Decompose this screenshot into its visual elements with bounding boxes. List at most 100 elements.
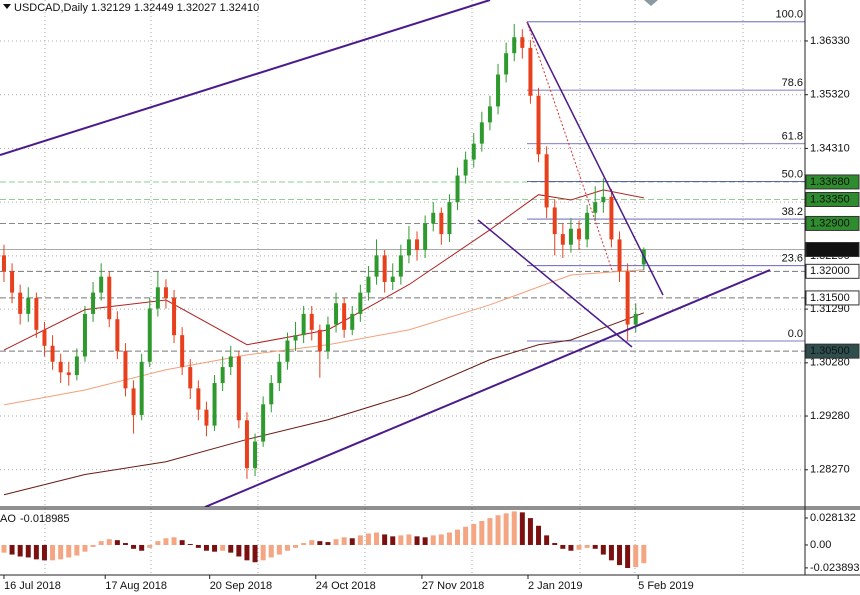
candle-body: [479, 122, 484, 144]
y-tick-label: 1.30280: [810, 357, 850, 369]
price-label-box: [805, 174, 860, 190]
candle-body: [536, 95, 541, 155]
ao-bar: [422, 537, 428, 545]
ao-bar: [284, 544, 290, 551]
candle-body: [115, 319, 120, 352]
ao-bar: [455, 529, 461, 545]
ao-bar: [98, 541, 104, 545]
ao-bar: [503, 513, 509, 545]
price-label: 1.33680: [810, 176, 850, 188]
ao-bar: [309, 540, 315, 545]
candle-body: [180, 335, 185, 368]
candle-body: [439, 212, 444, 235]
x-tick-label: 17 Aug 2018: [105, 580, 167, 592]
candle-body: [74, 356, 79, 376]
candle-body: [601, 196, 606, 203]
chart-title: USDCAD,Daily 1.32129 1.32449 1.32027 1.3…: [14, 2, 259, 14]
candle-body: [34, 297, 39, 330]
candle-body: [188, 367, 193, 389]
ao-bar: [244, 544, 250, 561]
ao-bar: [487, 518, 493, 545]
candle-body: [617, 239, 622, 272]
ao-panel: [1, 511, 647, 568]
ao-bar: [179, 540, 185, 545]
price-label: 1.32900: [810, 217, 850, 229]
candle-body: [309, 313, 314, 330]
ao-bar: [576, 544, 582, 550]
candle-body: [366, 276, 371, 293]
candle-body: [496, 74, 501, 107]
candle-body: [58, 361, 63, 373]
ao-bar: [17, 544, 23, 557]
candle-body: [552, 207, 557, 235]
candle-body: [463, 159, 468, 176]
candle-body: [91, 292, 96, 314]
ao-bar: [122, 543, 128, 545]
candle-body: [504, 53, 509, 75]
candle-body: [220, 367, 225, 384]
fib-label: 23.6: [782, 253, 803, 265]
candle-body: [139, 361, 144, 415]
candle-body: [66, 372, 71, 376]
candle-body: [528, 47, 533, 96]
candle-body: [358, 292, 363, 314]
price-label-box: [805, 192, 860, 208]
ao-bar: [114, 540, 120, 545]
candle-body: [520, 37, 525, 48]
candle-body: [487, 106, 492, 123]
ao-bar: [463, 526, 469, 545]
fib-label: 38.2: [782, 206, 803, 218]
ao-bar: [592, 544, 598, 549]
ao-bar: [58, 544, 64, 560]
ao-bar: [446, 532, 452, 545]
candle-body: [277, 361, 282, 384]
price-label-box: [805, 290, 860, 306]
ao-bar: [66, 544, 72, 558]
price-label: 1.32000: [810, 265, 850, 277]
ao-bar: [187, 544, 193, 545]
price-label-box: [805, 263, 860, 279]
ao-bar: [430, 535, 436, 545]
candle-body: [625, 271, 630, 325]
candle-body: [155, 287, 160, 309]
candle-body: [244, 420, 249, 469]
ao-bar: [625, 544, 631, 568]
fib-label: 78.6: [782, 77, 803, 89]
price-label: 1.33350: [810, 193, 850, 205]
y-tick-label: 1.31290: [810, 303, 850, 315]
candle-body: [123, 351, 128, 389]
moving-average: [3, 189, 644, 351]
candle-body: [147, 308, 152, 362]
ao-bar: [325, 542, 331, 545]
x-tick-label: 2 Jan 2019: [528, 580, 582, 592]
ao-bar: [33, 544, 39, 560]
ao-bar: [641, 544, 647, 564]
ao-bar: [131, 544, 137, 549]
x-tick-label: 27 Nov 2018: [422, 580, 484, 592]
y-tick-label: 1.35320: [810, 89, 850, 101]
ao-bar: [374, 532, 380, 545]
ao-bar: [617, 544, 623, 566]
ao-bar: [479, 520, 485, 545]
ao-bar: [333, 539, 339, 545]
candle-body: [1, 255, 6, 272]
ao-bar: [147, 544, 153, 548]
ao-bar: [155, 541, 161, 545]
ao-bar: [495, 515, 501, 545]
ao-bar: [276, 544, 282, 555]
vertical-grid: [44, 0, 744, 575]
ao-bar: [236, 544, 242, 557]
candle-body: [447, 202, 452, 235]
candle-body: [390, 276, 395, 282]
ao-bar: [608, 544, 614, 561]
candle-body: [512, 37, 517, 54]
candle-body: [317, 329, 322, 352]
candle-body: [415, 239, 420, 251]
ao-bar: [212, 544, 218, 552]
candle-body: [293, 335, 298, 341]
fib-label: 100.0: [775, 9, 803, 21]
fib-label: 61.8: [782, 131, 803, 143]
price-label: 1.30500: [810, 345, 850, 357]
price-label-box: [805, 343, 860, 359]
